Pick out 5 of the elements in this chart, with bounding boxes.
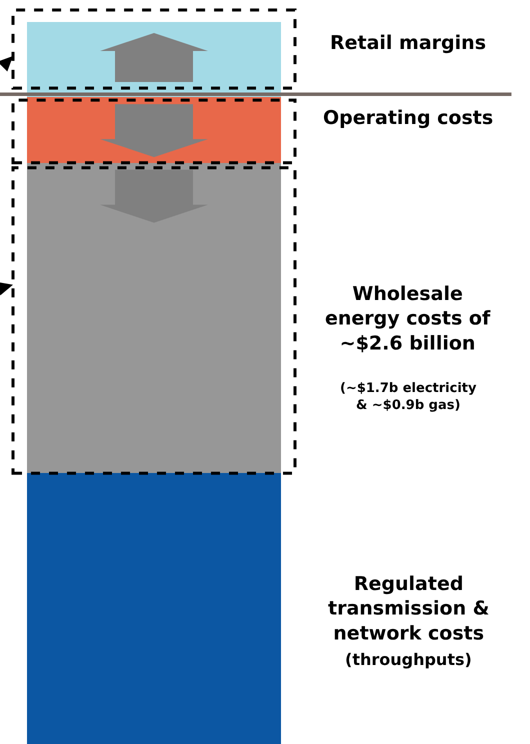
bar bbox=[27, 473, 281, 744]
text: Regulated transmission & network costs (throughputs) bbox=[328, 573, 490, 669]
text: Wholesale energy costs of ~$2.6 billion (~$1.7b electricity & ~$0.9b gas) bbox=[325, 283, 490, 413]
text: Retail margins bbox=[330, 32, 486, 54]
text: Operating costs bbox=[323, 107, 494, 129]
